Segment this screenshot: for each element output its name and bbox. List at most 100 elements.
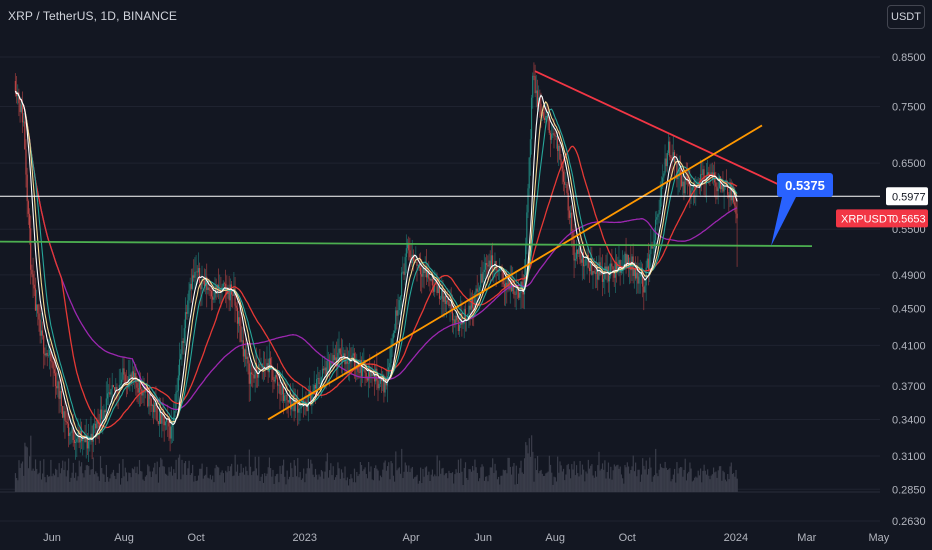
candle-body [18,92,20,104]
candle-body [95,423,97,429]
candle-body [357,364,359,372]
volume-bar [358,474,360,492]
time-axis: Jun Aug Oct 2023 Apr Jun Aug Oct 2024 Mar May [43,532,890,544]
candle-body [716,186,718,192]
candle-body [404,257,406,275]
volume-bar [104,481,106,492]
volume-bar [699,468,702,492]
candle-body [161,411,163,424]
volume-bar [577,473,579,492]
candle-body [532,75,534,98]
candle-body [437,286,439,294]
volume-bar [347,485,350,492]
candle-body [650,245,652,255]
candle-body [201,278,203,290]
volume-bar [515,465,517,492]
candle-body [611,263,613,267]
candle-body [139,380,142,390]
volume-bar [370,466,372,492]
candle-body [438,286,441,299]
volume-bar [658,469,660,492]
candle-body [392,332,394,339]
volume-bar [408,465,410,492]
candle-body [235,305,237,308]
volume-bar [430,474,432,492]
candle-body [480,273,482,288]
volume-bar [686,473,689,492]
candle-body [587,254,589,268]
volume-bar [27,468,30,492]
candle-body [597,269,599,280]
candle-body [344,353,346,365]
candle-body [690,190,692,196]
volume-bar [489,467,491,492]
candle-body [572,231,574,241]
candle-body [610,263,612,276]
candle-body [692,185,694,188]
volume-bar [532,451,534,492]
candle-body [360,359,363,377]
candle-body [465,318,468,320]
volume-bar [111,472,113,492]
volume-bar [117,473,119,492]
candle-body [163,416,165,426]
volume-bar [724,479,726,492]
candle-body [209,290,211,292]
last-price-badge [836,209,928,228]
volume-bar [161,459,163,492]
volume-bar [75,472,77,492]
volume-bar [173,469,175,492]
volume-bar [65,476,67,492]
candle-body [434,283,436,292]
candle-body [384,379,386,393]
volume-bar [371,479,373,492]
volume-bar [447,478,449,492]
currency-button[interactable]: USDT [887,5,925,29]
volume-bar [395,451,397,492]
volume-bar [663,468,665,492]
volume-bar [33,470,35,492]
volume-bar [690,468,692,492]
candle-body [549,132,552,140]
callout-label: 0.5375 [785,178,825,193]
candle-body [386,376,389,386]
candle-body [105,398,107,413]
volume-bar [698,475,700,492]
candle-body [19,103,21,112]
price-tick-label: 0.2850 [892,484,926,496]
volume-bar [466,478,468,492]
volume-bar [488,475,490,492]
volume-bar [536,456,539,492]
candle-body [334,357,337,360]
candle-body [252,374,254,375]
candle-body [104,410,106,413]
candle-body [701,174,703,175]
candle-body [330,361,332,372]
candle-body [293,394,295,412]
volume-bar [89,474,91,492]
candle-body [559,145,561,160]
candle-body [313,384,315,391]
volume-bar [19,467,21,492]
candle-body [489,260,491,269]
candle-body [33,284,35,289]
volume-bar [331,475,333,492]
candle-body [154,402,156,413]
candle-body [540,103,542,116]
candle-body [152,404,155,413]
volume-bar [410,468,412,492]
volume-bar [99,456,102,492]
volume-bar [624,465,626,492]
callout-pointer [771,197,796,247]
volume-bar [311,463,313,492]
volume-bar [223,482,226,492]
candle-body [183,328,185,343]
candle-body [51,360,53,363]
candle-body [454,319,456,325]
candle-body [379,376,381,384]
volume-bar [49,476,51,492]
candle-body [308,390,311,396]
candle-body [612,266,614,270]
volume-bar [105,464,108,492]
